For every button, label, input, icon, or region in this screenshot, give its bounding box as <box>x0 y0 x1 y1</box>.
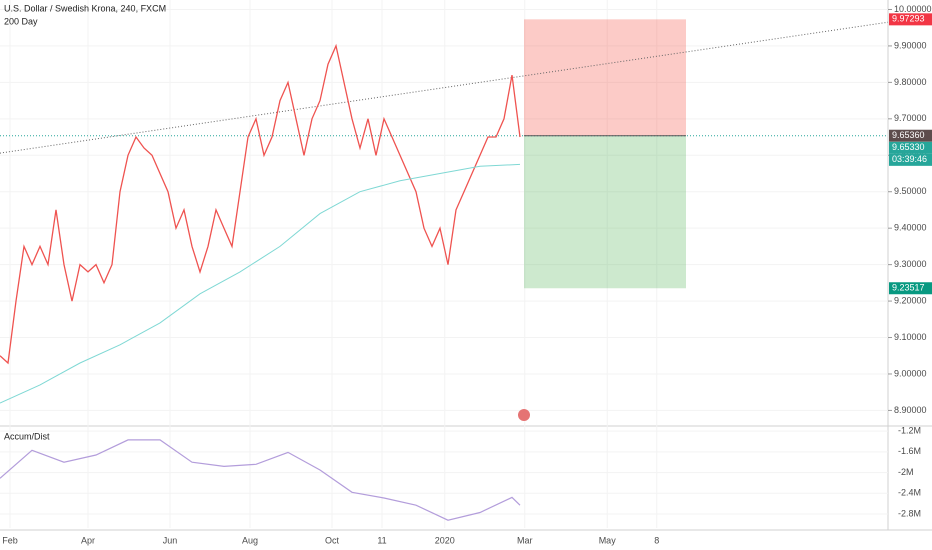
x-tick-label: Feb <box>2 535 18 545</box>
accum-dist-line <box>0 439 521 521</box>
y-tick-label: 9.50000 <box>894 186 927 196</box>
x-tick-label: Apr <box>81 535 95 545</box>
logo-icon <box>518 409 530 421</box>
entry-label: 9.65360 <box>892 130 925 140</box>
last-price-label: 9.65330 <box>892 142 925 152</box>
x-tick-label: Jun <box>163 535 178 545</box>
y-tick-label: 9.70000 <box>894 113 927 123</box>
stop-label-bg <box>889 13 932 26</box>
x-tick-label: Oct <box>325 535 340 545</box>
y2-tick-label: -2.8M <box>898 508 921 518</box>
y2-tick-label: -2M <box>898 467 914 477</box>
logo <box>518 409 530 421</box>
x-tick-label: 2020 <box>435 535 455 545</box>
y-tick-label: 9.00000 <box>894 368 927 378</box>
stop-label: 9.97293 <box>892 14 925 24</box>
y2-tick-label: -2.4M <box>898 488 921 498</box>
y-tick-label: 9.20000 <box>894 295 927 305</box>
last-price-label-bg <box>889 141 932 154</box>
x-tick-label: 8 <box>654 535 659 545</box>
x-tick-label: 11 <box>377 535 386 545</box>
y-tick-label: 10.00000 <box>894 4 932 14</box>
target-label: 9.23517 <box>892 283 925 293</box>
moving-average <box>0 163 521 404</box>
countdown-bg <box>889 153 932 166</box>
y-tick-label: 9.40000 <box>894 223 927 233</box>
y-tick-label: 9.80000 <box>894 77 927 87</box>
symbol-title: U.S. Dollar / Swedish Krona, 240, FXCM <box>4 3 166 13</box>
y-tick-label: 9.90000 <box>894 40 927 50</box>
y-tick-label: 8.90000 <box>894 405 927 415</box>
entry-label-bg <box>889 129 932 142</box>
target-label-bg <box>889 282 932 295</box>
y2-tick-label: -1.2M <box>898 426 921 436</box>
x-tick-label: May <box>599 535 617 545</box>
stop-zone <box>524 19 686 136</box>
indicator-label: Accum/Dist <box>4 431 50 441</box>
x-tick-label: Aug <box>242 535 258 545</box>
x-tick-label: Mar <box>517 535 533 545</box>
target-zone <box>524 135 686 289</box>
countdown: 03:39:46 <box>892 154 927 164</box>
price-line <box>0 43 521 365</box>
ma-label: 200 Day <box>4 16 38 26</box>
trend-line <box>0 21 889 154</box>
y-tick-label: 9.30000 <box>894 259 927 269</box>
y2-tick-label: -1.6M <box>898 446 921 456</box>
y-tick-label: 9.10000 <box>894 332 927 342</box>
